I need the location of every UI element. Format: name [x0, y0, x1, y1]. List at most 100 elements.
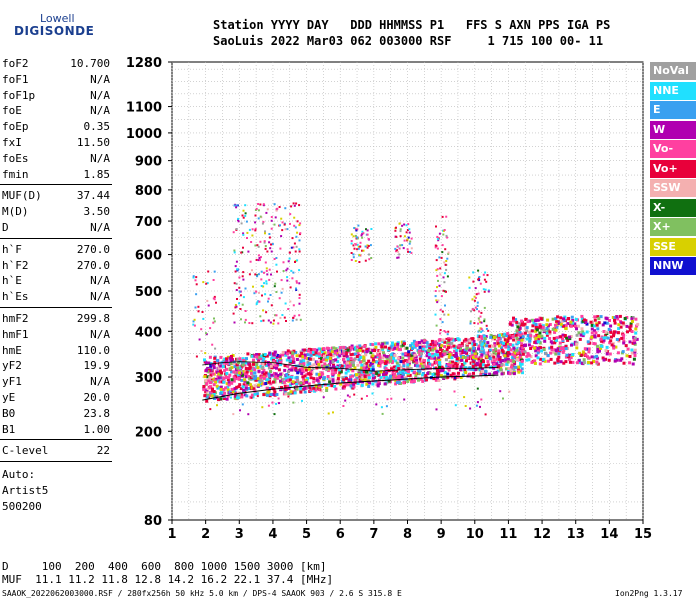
echo-dot [530, 360, 534, 364]
param-key: MUF(D) [2, 189, 42, 203]
echo-dot [626, 330, 629, 334]
echo-dot [418, 341, 421, 344]
echo-dot [564, 326, 568, 330]
echo-dot [535, 328, 539, 332]
echo-dot [498, 367, 502, 371]
echo-dot [262, 382, 266, 386]
echo-dot [271, 393, 275, 396]
echo-dot [632, 339, 636, 342]
echo-dot [473, 299, 476, 302]
echo-dot [548, 330, 552, 334]
echo-dot [202, 385, 206, 388]
panel-separator [0, 307, 112, 308]
echo-dot [576, 324, 580, 328]
param-foe: foE N/A [2, 104, 110, 121]
echo-dot [371, 382, 375, 386]
echo-dot [238, 276, 241, 279]
echo-dot [468, 372, 472, 376]
echo-dot [221, 394, 225, 398]
echo-dot [411, 342, 415, 346]
echo-dot [604, 330, 608, 334]
echo-dot [270, 373, 274, 377]
echo-dot [517, 333, 521, 337]
echo-dot [595, 323, 599, 327]
echo-dot [633, 341, 637, 345]
echo-dot [217, 376, 221, 380]
echo-dot [216, 404, 218, 407]
param-key: h`E [2, 274, 22, 288]
echo-dot [369, 244, 372, 247]
echo-dot [604, 333, 608, 337]
echo-dot [269, 370, 272, 373]
echo-dot [507, 344, 511, 348]
echo-dot [219, 369, 222, 373]
echo-dot [237, 374, 241, 378]
echo-dot [342, 385, 346, 389]
echo-dot [489, 333, 493, 337]
echo-dot [401, 343, 405, 347]
echo-dot [593, 335, 597, 339]
echo-dot [536, 346, 540, 350]
echo-dot [308, 362, 312, 366]
echo-dot [408, 228, 411, 231]
echo-dot [553, 330, 557, 334]
echo-dot [230, 357, 234, 361]
echo-dot [567, 335, 571, 339]
echo-dot [539, 317, 543, 321]
echo-dot [281, 221, 284, 224]
echo-dot [527, 336, 531, 340]
echo-dot [259, 357, 263, 360]
echo-dot [274, 372, 278, 376]
echo-dot [318, 371, 322, 374]
echo-dot [398, 222, 401, 225]
echo-dot [382, 351, 385, 355]
echo-dot [439, 267, 442, 270]
echo-dot [495, 371, 499, 375]
y-tick-label: 1100 [126, 101, 162, 116]
echo-dot [213, 320, 216, 323]
echo-dot [525, 358, 529, 362]
echo-dot [538, 362, 542, 366]
echo-dot [354, 347, 358, 351]
echo-dot [424, 374, 428, 378]
echo-dot [550, 345, 554, 349]
echo-dot [437, 356, 441, 360]
echo-dot [257, 353, 261, 357]
echo-dot [452, 364, 455, 368]
echo-dot [403, 398, 406, 401]
echo-dot [508, 372, 512, 376]
echo-dot [275, 257, 278, 259]
echo-dot [534, 341, 538, 345]
x-tick-label: 6 [336, 527, 345, 542]
echo-dot [342, 358, 346, 361]
echo-dot [408, 359, 412, 363]
echo-dot [348, 364, 352, 368]
echo-dot [565, 336, 569, 340]
echo-dot [293, 224, 296, 227]
echo-dot [253, 368, 257, 372]
echo-dot [479, 373, 483, 377]
echo-dot [259, 203, 262, 206]
echo-dot [206, 299, 209, 302]
echo-dot [193, 324, 196, 327]
echo-dot [457, 344, 461, 348]
echo-dot [349, 375, 352, 379]
echo-dot [516, 357, 519, 361]
echo-dot [325, 368, 329, 372]
echo-dot [561, 333, 565, 337]
echo-dot [241, 214, 244, 217]
echo-dot [192, 323, 195, 326]
echo-dot [424, 345, 428, 349]
echo-dot [406, 365, 410, 369]
echo-dot [331, 378, 335, 382]
echo-dot [481, 349, 485, 353]
echo-dot [353, 352, 357, 356]
echo-dot [289, 286, 292, 289]
echo-dot [413, 344, 416, 348]
echo-dot [253, 371, 257, 375]
echo-dot [302, 360, 306, 364]
echo-dot [264, 245, 267, 247]
echo-dot [281, 287, 284, 290]
echo-dot [273, 203, 276, 206]
echo-dot [537, 326, 541, 330]
